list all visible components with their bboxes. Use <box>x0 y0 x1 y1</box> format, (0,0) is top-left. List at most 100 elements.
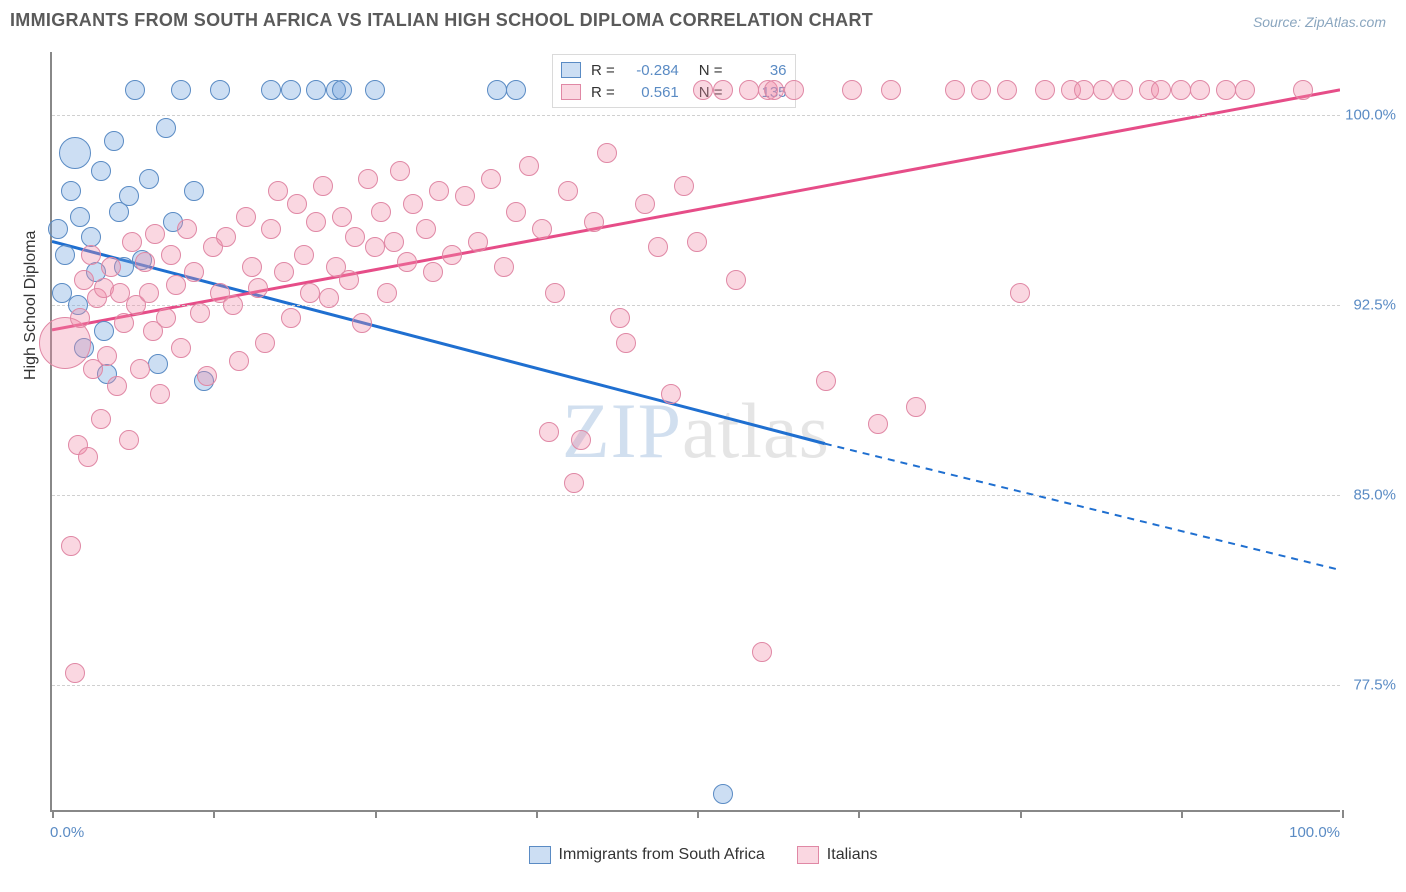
scatter-point <box>148 354 168 374</box>
scatter-point <box>156 308 176 328</box>
scatter-point <box>236 207 256 227</box>
scatter-point <box>423 262 443 282</box>
scatter-point <box>945 80 965 100</box>
scatter-point <box>494 257 514 277</box>
scatter-point <box>114 313 134 333</box>
scatter-point <box>571 430 591 450</box>
plot-area: ZIPatlas R =-0.284N =36R =0.561N =135 77… <box>50 52 1340 812</box>
legend-n-label: N = <box>699 62 723 79</box>
x-tick <box>858 810 860 818</box>
x-tick <box>697 810 699 818</box>
scatter-point <box>442 245 462 265</box>
scatter-point <box>713 80 733 100</box>
scatter-point <box>539 422 559 442</box>
scatter-point <box>390 161 410 181</box>
scatter-point <box>281 80 301 100</box>
scatter-point <box>101 257 121 277</box>
scatter-point <box>752 642 772 662</box>
scatter-point <box>1151 80 1171 100</box>
scatter-point <box>693 80 713 100</box>
scatter-point <box>1010 283 1030 303</box>
scatter-point <box>119 186 139 206</box>
scatter-point <box>648 237 668 257</box>
scatter-point <box>545 283 565 303</box>
scatter-point <box>1216 80 1236 100</box>
scatter-point <box>61 536 81 556</box>
scatter-point <box>107 376 127 396</box>
scatter-point <box>345 227 365 247</box>
gridline-h <box>52 115 1340 116</box>
scatter-point <box>122 232 142 252</box>
scatter-point <box>97 346 117 366</box>
scatter-point <box>229 351 249 371</box>
scatter-point <box>1293 80 1313 100</box>
scatter-point <box>70 207 90 227</box>
scatter-point <box>48 219 68 239</box>
scatter-point <box>139 169 159 189</box>
scatter-point <box>519 156 539 176</box>
y-tick-label: 77.5% <box>1353 677 1396 694</box>
scatter-point <box>868 414 888 434</box>
scatter-point <box>365 237 385 257</box>
scatter-point <box>135 252 155 272</box>
scatter-point <box>881 80 901 100</box>
scatter-point <box>784 80 804 100</box>
x-tick <box>1020 810 1022 818</box>
scatter-point <box>726 270 746 290</box>
scatter-point <box>91 161 111 181</box>
x-tick <box>213 810 215 818</box>
scatter-point <box>455 186 475 206</box>
y-tick-label: 85.0% <box>1353 487 1396 504</box>
scatter-point <box>610 308 630 328</box>
scatter-point <box>506 202 526 222</box>
x-axis-max-label: 100.0% <box>1289 824 1340 841</box>
watermark-post: atlas <box>682 387 830 474</box>
scatter-point <box>358 169 378 189</box>
scatter-point <box>130 359 150 379</box>
scatter-point <box>532 219 552 239</box>
scatter-point <box>184 262 204 282</box>
legend-swatch <box>797 846 819 864</box>
scatter-point <box>210 80 230 100</box>
scatter-point <box>216 227 236 247</box>
scatter-point <box>177 219 197 239</box>
scatter-point <box>300 283 320 303</box>
scatter-point <box>55 245 75 265</box>
scatter-point <box>242 257 262 277</box>
scatter-point <box>119 430 139 450</box>
scatter-point <box>139 283 159 303</box>
scatter-point <box>313 176 333 196</box>
x-tick <box>52 810 54 818</box>
legend-r-label: R = <box>591 84 615 101</box>
scatter-point <box>91 409 111 429</box>
scatter-point <box>1171 80 1191 100</box>
scatter-point <box>184 181 204 201</box>
regression-line-dashed <box>825 444 1340 570</box>
x-tick <box>536 810 538 818</box>
y-tick-label: 100.0% <box>1345 107 1396 124</box>
legend-series-name: Immigrants from South Africa <box>559 846 765 864</box>
scatter-point <box>94 321 114 341</box>
scatter-point <box>145 224 165 244</box>
scatter-point <box>261 80 281 100</box>
x-tick <box>1181 810 1183 818</box>
scatter-point <box>764 80 784 100</box>
gridline-h <box>52 305 1340 306</box>
y-tick-label: 92.5% <box>1353 297 1396 314</box>
scatter-point <box>197 366 217 386</box>
scatter-point <box>171 338 191 358</box>
scatter-point <box>506 80 526 100</box>
legend-n-value: 36 <box>733 62 787 79</box>
scatter-point <box>661 384 681 404</box>
scatter-point <box>429 181 449 201</box>
legend-stats: R =-0.284N =36R =0.561N =135 <box>552 54 796 108</box>
scatter-point <box>104 131 124 151</box>
scatter-point <box>319 288 339 308</box>
gridline-h <box>52 495 1340 496</box>
scatter-point <box>635 194 655 214</box>
scatter-point <box>61 181 81 201</box>
scatter-point <box>997 80 1017 100</box>
scatter-point <box>487 80 507 100</box>
gridline-h <box>52 685 1340 686</box>
scatter-point <box>74 270 94 290</box>
